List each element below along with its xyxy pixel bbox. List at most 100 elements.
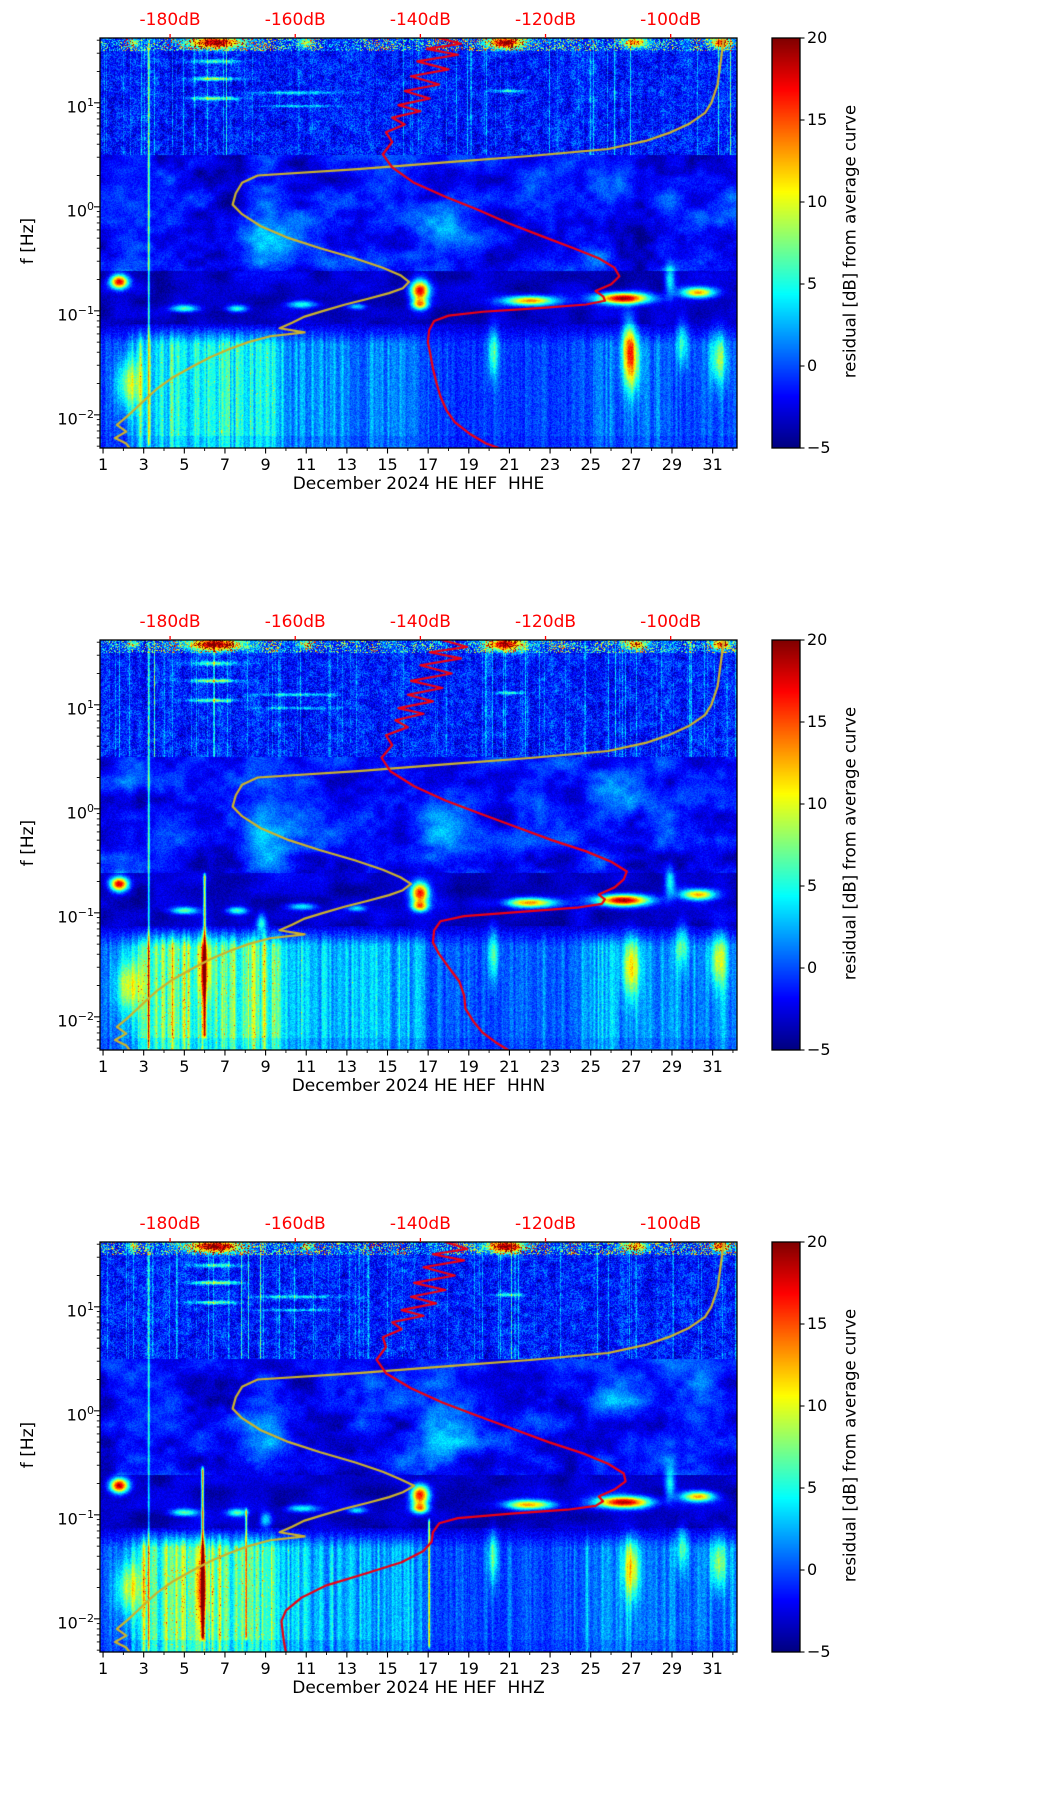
- x-tick-label: 5: [179, 1659, 190, 1678]
- y-tick-label: 100: [66, 199, 94, 221]
- colorbar-tick-label: 10: [807, 794, 828, 813]
- colorbar-tick-label: 20: [807, 28, 828, 47]
- panel-hhz: -180dB -160dB -140dB -120dB -100dB 1 3 5 7 9 11 13…: [0, 1204, 1052, 1806]
- y-tick-label: 101: [66, 1299, 94, 1321]
- x-tick-label: 29: [661, 1057, 683, 1076]
- x-tick-label: 17: [417, 1057, 439, 1076]
- spectrogram-canvas-hhz: [100, 1242, 737, 1652]
- x-tick-label: 11: [296, 455, 317, 474]
- x-tick-label: 9: [260, 1057, 271, 1076]
- x-tick-label: 5: [179, 1057, 190, 1076]
- x-tick-label: 31: [702, 1659, 723, 1678]
- colorbar-label: residual [dB] from average curve: [840, 1308, 860, 1583]
- x-tick-label: 29: [661, 455, 683, 474]
- top-db-tick-label: -100dB: [640, 10, 702, 30]
- x-tick-label: 13: [336, 1659, 358, 1678]
- x-tick-label: 25: [580, 455, 601, 474]
- y-tick-label: 10−1: [57, 905, 94, 927]
- top-db-tick-label: -140dB: [389, 612, 451, 632]
- top-db-tick-label: -160dB: [264, 612, 326, 632]
- x-tick-label: 3: [138, 1659, 149, 1678]
- colorbar-gradient-hhz: [772, 1242, 800, 1652]
- y-axis-label: f [Hz]: [18, 217, 38, 265]
- x-tick-label: 1: [97, 1057, 109, 1076]
- x-tick-label: 5: [179, 455, 190, 474]
- x-tick-label: 9: [260, 455, 271, 474]
- x-tick-label: 19: [458, 455, 479, 474]
- panel-hhe: -180dB -160dB -140dB -120dB -100dB 1 3 5 7 9 11 13…: [0, 0, 1052, 602]
- top-db-tick-label: -180dB: [139, 1214, 201, 1234]
- y-axis-label: f [Hz]: [18, 1421, 38, 1469]
- top-db-tick-label: -120dB: [514, 10, 577, 30]
- x-tick-label: 21: [499, 1659, 520, 1678]
- x-axis-label-hhe: December 2024 HE HEF HHE: [292, 474, 545, 494]
- top-db-tick-label: -100dB: [640, 612, 702, 632]
- colorbar-tick-label: 0: [807, 356, 818, 375]
- colorbar-tick-label: 15: [807, 110, 828, 129]
- colorbar-gradient-hhn: [772, 640, 800, 1050]
- colorbar-tick-label: 20: [807, 1232, 828, 1251]
- x-tick-label: 7: [219, 1659, 231, 1678]
- top-db-tick-label: -140dB: [389, 10, 451, 30]
- y-tick-label: 10−2: [57, 1611, 94, 1633]
- x-tick-label: 1: [97, 455, 109, 474]
- y-tick-label: 10−2: [57, 1009, 94, 1031]
- x-tick-label: 3: [138, 455, 149, 474]
- y-tick-label: 101: [66, 697, 94, 719]
- x-tick-label: 31: [702, 455, 723, 474]
- x-axis-label-hhn: December 2024 HE HEF HHN: [291, 1076, 546, 1096]
- colorbar-tick-label: −5: [807, 1642, 831, 1661]
- x-tick-label: 13: [336, 455, 358, 474]
- x-tick-label: 23: [539, 1659, 561, 1678]
- y-axis-label: f [Hz]: [18, 819, 38, 867]
- colorbar-tick-label: 10: [807, 1396, 828, 1415]
- colorbar-tick-label: 15: [807, 712, 828, 731]
- colorbar-tick-label: 5: [807, 1478, 818, 1497]
- x-tick-label: 7: [219, 1057, 231, 1076]
- spectrogram-canvas-hhn: [100, 640, 737, 1050]
- x-tick-label: 27: [621, 455, 642, 474]
- x-tick-label: 15: [377, 455, 398, 474]
- colorbar-label: residual [dB] from average curve: [840, 706, 860, 981]
- colorbar-tick-label: −5: [807, 438, 831, 457]
- x-tick-label: 27: [621, 1057, 642, 1076]
- colorbar-tick-label: −5: [807, 1040, 831, 1059]
- top-db-tick-label: -180dB: [139, 612, 201, 632]
- x-tick-label: 7: [219, 455, 231, 474]
- x-tick-label: 1: [97, 1659, 109, 1678]
- top-db-tick-label: -120dB: [514, 612, 577, 632]
- top-db-tick-label: -140dB: [389, 1214, 451, 1234]
- x-tick-label: 25: [580, 1057, 601, 1076]
- x-tick-label: 13: [336, 1057, 358, 1076]
- x-axis-label-hhz: December 2024 HE HEF HHZ: [292, 1678, 545, 1698]
- top-db-tick-label: -160dB: [264, 10, 326, 30]
- colorbar-tick-label: 0: [807, 958, 818, 977]
- colorbar-tick-label: 5: [807, 876, 818, 895]
- x-tick-label: 15: [377, 1659, 398, 1678]
- x-tick-label: 21: [499, 1057, 520, 1076]
- x-tick-label: 11: [296, 1659, 317, 1678]
- spectrogram-canvas-hhe: [100, 38, 737, 448]
- x-tick-label: 23: [539, 455, 561, 474]
- y-tick-label: 10−1: [57, 303, 94, 325]
- x-tick-label: 19: [458, 1659, 479, 1678]
- top-db-tick-label: -180dB: [139, 10, 201, 30]
- panel-hhn: -180dB -160dB -140dB -120dB -100dB 1 3 5 7 9 11 13…: [0, 602, 1052, 1204]
- colorbar-gradient-hhe: [772, 38, 800, 448]
- x-tick-label: 31: [702, 1057, 723, 1076]
- x-tick-label: 11: [296, 1057, 317, 1076]
- y-tick-label: 10−1: [57, 1507, 94, 1529]
- x-tick-label: 17: [417, 455, 439, 474]
- x-tick-label: 23: [539, 1057, 561, 1076]
- y-tick-label: 10−2: [57, 407, 94, 429]
- x-tick-label: 29: [661, 1659, 683, 1678]
- y-tick-label: 100: [66, 801, 94, 823]
- colorbar-tick-label: 0: [807, 1560, 818, 1579]
- x-tick-label: 15: [377, 1057, 398, 1076]
- colorbar-tick-label: 5: [807, 274, 818, 293]
- y-tick-label: 100: [66, 1403, 94, 1425]
- y-tick-label: 101: [66, 95, 94, 117]
- top-db-tick-label: -160dB: [264, 1214, 326, 1234]
- x-tick-label: 3: [138, 1057, 149, 1076]
- top-db-tick-label: -120dB: [514, 1214, 577, 1234]
